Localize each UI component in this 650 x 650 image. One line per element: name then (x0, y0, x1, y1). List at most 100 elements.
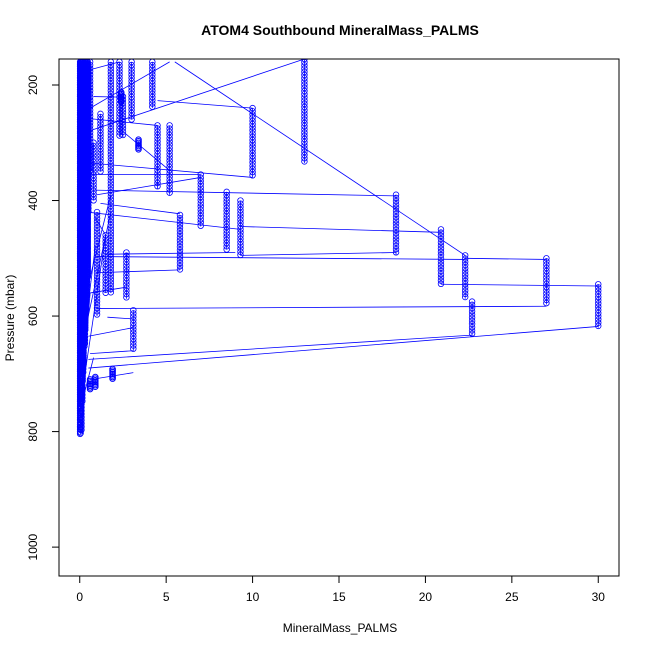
data-point (149, 65, 156, 72)
data-point (197, 212, 204, 220)
data-point (166, 147, 173, 155)
data-point (84, 241, 92, 248)
data-point (166, 154, 173, 161)
data-point (223, 220, 230, 228)
data-point (154, 141, 161, 148)
data-point (176, 214, 184, 222)
data-point (107, 205, 115, 213)
data-point (154, 154, 161, 161)
data-point (76, 421, 84, 428)
data-point (176, 227, 184, 235)
connector-line (96, 177, 201, 196)
data-point (543, 264, 550, 272)
data-point (107, 177, 115, 184)
data-point (130, 316, 137, 324)
connector-line (90, 350, 134, 355)
data-point (119, 131, 127, 139)
data-point (543, 267, 550, 275)
data-point (107, 186, 115, 194)
data-point (461, 274, 469, 282)
data-point (82, 312, 89, 320)
data-point (154, 170, 161, 177)
data-point (149, 100, 156, 107)
data-point (437, 258, 445, 265)
data-point (93, 263, 101, 270)
x-tick-label: 15 (332, 590, 346, 604)
data-point (437, 267, 445, 275)
connector-line (465, 257, 547, 260)
data-point (84, 72, 92, 79)
data-point (461, 255, 469, 262)
data-point (82, 326, 89, 334)
data-point (97, 168, 104, 175)
data-point (468, 330, 476, 337)
data-point (130, 326, 137, 333)
data-point (107, 237, 115, 245)
data-point (301, 68, 308, 75)
data-point (83, 292, 91, 299)
data-point (223, 188, 230, 196)
data-point (128, 116, 135, 123)
data-point (84, 100, 92, 107)
data-point (130, 335, 137, 343)
data-point (154, 160, 161, 168)
data-point (84, 146, 92, 153)
data-point (128, 109, 135, 117)
data-point (301, 113, 308, 120)
data-point (84, 234, 92, 241)
data-point (79, 372, 86, 380)
data-point (84, 132, 92, 140)
data-point (461, 287, 469, 294)
data-point (166, 131, 173, 139)
data-point (81, 338, 88, 345)
data-point (437, 251, 445, 259)
data-point (84, 109, 92, 116)
data-point (93, 298, 101, 305)
data-point (154, 173, 161, 180)
data-point (107, 260, 115, 267)
data-point (84, 130, 92, 137)
data-point (197, 206, 204, 213)
data-point (84, 222, 92, 230)
data-point (82, 319, 89, 327)
data-point (301, 151, 308, 159)
data-point (437, 235, 445, 243)
data-point (123, 268, 130, 275)
data-point (83, 257, 90, 265)
data-point (301, 62, 308, 69)
data-point (154, 122, 161, 129)
data-point (595, 290, 602, 298)
connector-line (90, 162, 253, 178)
data-point (84, 111, 92, 119)
data-point (84, 220, 92, 227)
data-point (84, 114, 92, 121)
data-point (595, 287, 602, 294)
data-point (237, 229, 244, 236)
data-point (437, 226, 445, 233)
data-point (107, 132, 115, 139)
data-point (78, 420, 85, 427)
data-point (93, 240, 101, 248)
data-point (84, 121, 92, 128)
x-tick-label: 5 (163, 590, 170, 604)
data-point (223, 236, 230, 244)
connector-line (124, 132, 170, 171)
data-point (84, 144, 92, 151)
data-point (237, 245, 244, 252)
data-point (107, 151, 115, 158)
data-point (107, 145, 115, 152)
data-point (468, 314, 476, 321)
data-point (77, 400, 85, 408)
data-point (107, 93, 115, 101)
data-point (93, 266, 101, 273)
data-point (461, 281, 469, 288)
data-point (93, 237, 101, 245)
data-point (197, 187, 204, 194)
data-point (249, 127, 256, 134)
y-tick-label: 200 (26, 75, 40, 95)
x-tick-label: 30 (592, 590, 606, 604)
data-point (84, 74, 92, 82)
data-point (223, 191, 230, 199)
data-point (107, 250, 115, 258)
data-point (123, 255, 130, 263)
